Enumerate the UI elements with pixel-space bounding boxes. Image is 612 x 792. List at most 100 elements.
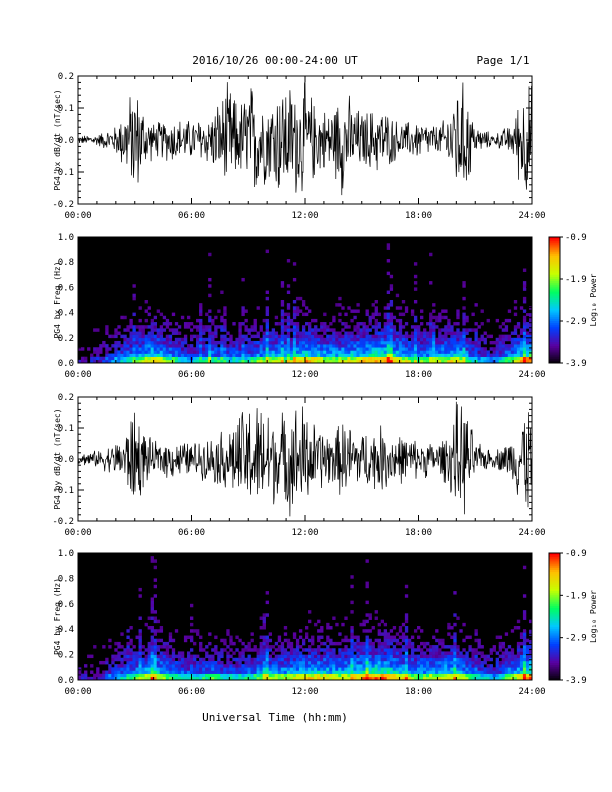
spectrogram-cell bbox=[183, 664, 188, 668]
spectrogram-cell bbox=[93, 356, 97, 361]
spectrogram-cell bbox=[444, 353, 448, 357]
x-axis-title: Universal Time (hh:mm) bbox=[202, 711, 348, 724]
spectrogram-cell bbox=[111, 667, 115, 671]
spectrogram-cell bbox=[374, 616, 378, 620]
colorbar-segment bbox=[549, 342, 560, 345]
colorbar-segment bbox=[549, 253, 560, 257]
spectrogram-cell bbox=[147, 353, 151, 357]
spectrogram-cell bbox=[353, 353, 357, 357]
spectrogram-cell bbox=[147, 660, 151, 665]
spectrogram-cell bbox=[386, 347, 391, 351]
spectrogram-cell bbox=[404, 664, 409, 668]
spectrogram-cell bbox=[480, 645, 484, 649]
spectrogram-cell bbox=[159, 660, 164, 665]
spectrogram-cell bbox=[453, 340, 457, 345]
spectrogram-cell bbox=[253, 334, 257, 339]
spectrogram-cell bbox=[323, 340, 327, 345]
spectrogram-cell bbox=[444, 673, 448, 678]
spectrogram-cell bbox=[129, 334, 133, 339]
spectrogram-cell bbox=[423, 334, 427, 339]
spectrogram-cell bbox=[398, 676, 403, 681]
spectrogram-cell bbox=[268, 638, 273, 643]
spectrogram-cell bbox=[286, 654, 291, 659]
spectrogram-cell bbox=[326, 344, 330, 348]
spectrogram-cell bbox=[102, 673, 106, 678]
spectrogram-cell bbox=[138, 334, 142, 339]
spectrogram-cell bbox=[217, 340, 221, 345]
spectrogram-cell bbox=[283, 353, 288, 357]
spectrogram-cell bbox=[392, 325, 397, 329]
spectrogram-cell bbox=[232, 641, 236, 646]
spectrogram-cell bbox=[186, 660, 191, 665]
spectrogram-cell bbox=[329, 353, 333, 357]
spectrogram-cell bbox=[162, 337, 167, 342]
spectrogram-cell bbox=[238, 638, 242, 643]
spectrogram-cell bbox=[153, 334, 157, 339]
spectrogram-cell bbox=[395, 660, 400, 665]
spectrogram-cell bbox=[253, 664, 257, 668]
spectrogram-cell bbox=[426, 353, 430, 357]
spectrogram-cell bbox=[438, 356, 442, 361]
spectrogram-cell bbox=[462, 281, 466, 285]
spectrogram-cell bbox=[141, 664, 145, 668]
spectrogram-cell bbox=[283, 654, 288, 659]
spectrogram-cell bbox=[368, 629, 372, 633]
spectrogram-cell bbox=[435, 340, 439, 345]
x-tick-label: 18:00 bbox=[405, 211, 432, 221]
spectrogram-cell bbox=[453, 344, 457, 348]
spectrogram-cell bbox=[465, 328, 469, 332]
spectrogram-cell bbox=[317, 340, 321, 345]
spectrogram-cell bbox=[507, 337, 512, 342]
spectrogram-cell bbox=[189, 660, 194, 665]
spectrogram-cell bbox=[453, 667, 457, 671]
spectrogram-cell bbox=[298, 350, 303, 354]
spectrogram-cell bbox=[150, 648, 154, 652]
spectrogram-cell bbox=[117, 657, 121, 662]
spectrogram-cell bbox=[510, 667, 515, 671]
spectrogram-cell bbox=[447, 340, 451, 345]
spectrogram-cell bbox=[147, 664, 151, 668]
spectrogram-cell bbox=[335, 347, 339, 351]
spectrogram-cell bbox=[389, 322, 394, 326]
spectrogram-cell bbox=[274, 331, 279, 335]
spectrogram-cell bbox=[528, 660, 533, 665]
spectrogram-cell bbox=[189, 353, 194, 357]
spectrogram-cell bbox=[147, 673, 151, 678]
spectrogram-cell bbox=[147, 334, 151, 339]
spectrogram-cell bbox=[510, 347, 515, 351]
spectrogram-cell bbox=[96, 328, 100, 332]
spectrogram-cell bbox=[153, 565, 157, 570]
spectrogram-cell bbox=[283, 344, 288, 348]
spectrogram-cell bbox=[214, 664, 218, 668]
colorbar-tick-label: -0.9 bbox=[565, 549, 587, 559]
spectrogram-cell bbox=[438, 328, 442, 332]
spectrogram-cell bbox=[374, 657, 378, 662]
spectrogram-cell bbox=[453, 591, 457, 595]
spectrogram-cell bbox=[205, 651, 209, 655]
spectrogram-cell bbox=[292, 353, 297, 357]
spectrogram-cell bbox=[486, 356, 490, 361]
spectrogram-cell bbox=[189, 635, 194, 640]
spectrogram-cell bbox=[371, 673, 375, 678]
spectrogram-cell bbox=[81, 347, 85, 351]
spectrogram-cell bbox=[265, 600, 269, 605]
spectrogram-cell bbox=[338, 654, 342, 659]
colorbar-segment bbox=[549, 260, 560, 263]
spectrogram-cell bbox=[114, 673, 118, 678]
spectrogram-cell bbox=[432, 664, 436, 668]
spectrogram-cell bbox=[474, 648, 478, 652]
spectrogram-cell bbox=[492, 648, 496, 652]
spectrogram-cell bbox=[426, 322, 430, 326]
spectrogram-cell bbox=[286, 664, 291, 668]
spectrogram-cell bbox=[280, 344, 285, 348]
spectrogram-cell bbox=[344, 645, 348, 649]
spectrogram-cell bbox=[459, 356, 463, 361]
colorbar-segment bbox=[549, 360, 560, 364]
colorbar-segment bbox=[549, 287, 560, 290]
spectrogram-cell bbox=[301, 673, 306, 678]
spectrogram-cell bbox=[323, 651, 327, 655]
spectrogram-cell bbox=[462, 315, 466, 320]
spectrogram-cell bbox=[377, 356, 381, 361]
spectrogram-cell bbox=[208, 641, 212, 646]
spectrogram-cell bbox=[280, 645, 285, 649]
